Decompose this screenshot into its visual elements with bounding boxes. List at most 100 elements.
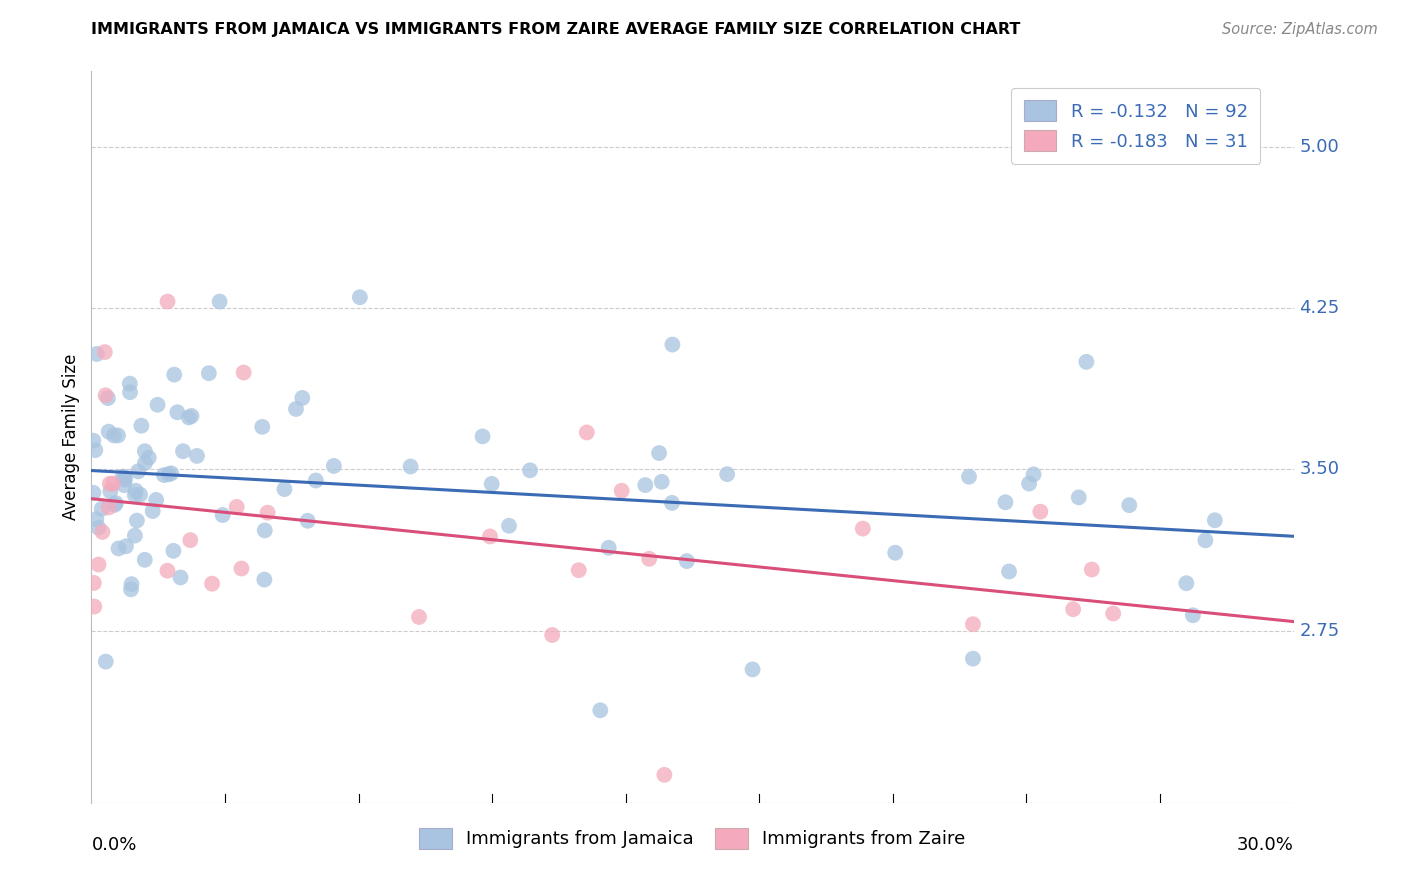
Point: [273, 482, 295, 496]
Point: [291, 391, 314, 405]
Point: [716, 467, 738, 482]
Point: [112, 478, 135, 492]
Legend: Immigrants from Jamaica, Immigrants from Zaire: Immigrants from Jamaica, Immigrants from…: [408, 817, 977, 860]
Point: [186, 449, 208, 463]
Point: [1018, 476, 1040, 491]
Point: [90, 501, 112, 516]
Point: [97, 391, 120, 405]
Point: [994, 495, 1017, 509]
Point: [94, 388, 117, 402]
Point: [111, 469, 134, 483]
Point: [125, 483, 148, 498]
Text: 3.50: 3.50: [1299, 460, 1340, 478]
Point: [82, 485, 104, 500]
Point: [124, 528, 146, 542]
Point: [104, 496, 127, 510]
Point: [231, 561, 253, 575]
Point: [156, 294, 179, 309]
Text: 2.75: 2.75: [1299, 622, 1340, 640]
Point: [124, 488, 146, 502]
Point: [84, 512, 107, 526]
Point: [654, 768, 676, 782]
Point: [568, 563, 591, 577]
Point: [676, 554, 699, 568]
Point: [1118, 498, 1140, 512]
Point: [519, 463, 541, 477]
Point: [179, 533, 201, 548]
Point: [598, 541, 620, 555]
Point: [408, 610, 430, 624]
Point: [120, 582, 142, 597]
Point: [169, 570, 191, 584]
Point: [131, 418, 153, 433]
Point: [661, 337, 683, 351]
Point: [118, 376, 141, 391]
Point: [252, 420, 274, 434]
Point: [297, 514, 319, 528]
Point: [153, 468, 176, 483]
Point: [589, 703, 612, 717]
Point: [957, 469, 980, 483]
Point: [1102, 607, 1125, 621]
Point: [1181, 608, 1204, 623]
Point: [84, 443, 107, 458]
Point: [114, 473, 136, 487]
Point: [1175, 576, 1198, 591]
Point: [198, 366, 221, 380]
Point: [157, 467, 180, 482]
Point: [575, 425, 598, 440]
Point: [1067, 491, 1090, 505]
Point: [610, 483, 633, 498]
Point: [741, 662, 763, 676]
Point: [103, 428, 125, 442]
Point: [114, 470, 136, 484]
Point: [142, 504, 165, 518]
Point: [1022, 467, 1045, 482]
Point: [134, 553, 156, 567]
Point: [98, 476, 121, 491]
Point: [305, 474, 328, 488]
Text: 4.25: 4.25: [1299, 299, 1340, 317]
Point: [285, 401, 308, 416]
Point: [129, 488, 152, 502]
Point: [163, 368, 186, 382]
Point: [399, 459, 422, 474]
Point: [97, 500, 120, 515]
Point: [94, 655, 117, 669]
Point: [1029, 505, 1052, 519]
Text: 30.0%: 30.0%: [1237, 836, 1294, 854]
Point: [541, 628, 564, 642]
Point: [225, 500, 247, 514]
Point: [661, 496, 683, 510]
Point: [1194, 533, 1216, 548]
Point: [471, 429, 494, 443]
Point: [83, 576, 105, 591]
Point: [98, 484, 121, 499]
Point: [349, 290, 371, 304]
Point: [97, 425, 120, 439]
Point: [86, 347, 108, 361]
Point: [138, 450, 160, 465]
Point: [884, 546, 907, 560]
Point: [180, 409, 202, 423]
Point: [162, 544, 184, 558]
Point: [211, 508, 233, 522]
Point: [481, 476, 503, 491]
Point: [146, 398, 169, 412]
Point: [134, 456, 156, 470]
Point: [232, 366, 254, 380]
Point: [256, 506, 278, 520]
Point: [83, 599, 105, 614]
Point: [103, 476, 125, 491]
Point: [201, 576, 224, 591]
Point: [998, 565, 1021, 579]
Text: 5.00: 5.00: [1299, 137, 1340, 156]
Point: [172, 444, 194, 458]
Point: [253, 524, 276, 538]
Text: 0.0%: 0.0%: [91, 836, 136, 854]
Point: [322, 458, 344, 473]
Point: [177, 410, 200, 425]
Point: [166, 405, 188, 419]
Point: [127, 464, 149, 478]
Point: [648, 446, 671, 460]
